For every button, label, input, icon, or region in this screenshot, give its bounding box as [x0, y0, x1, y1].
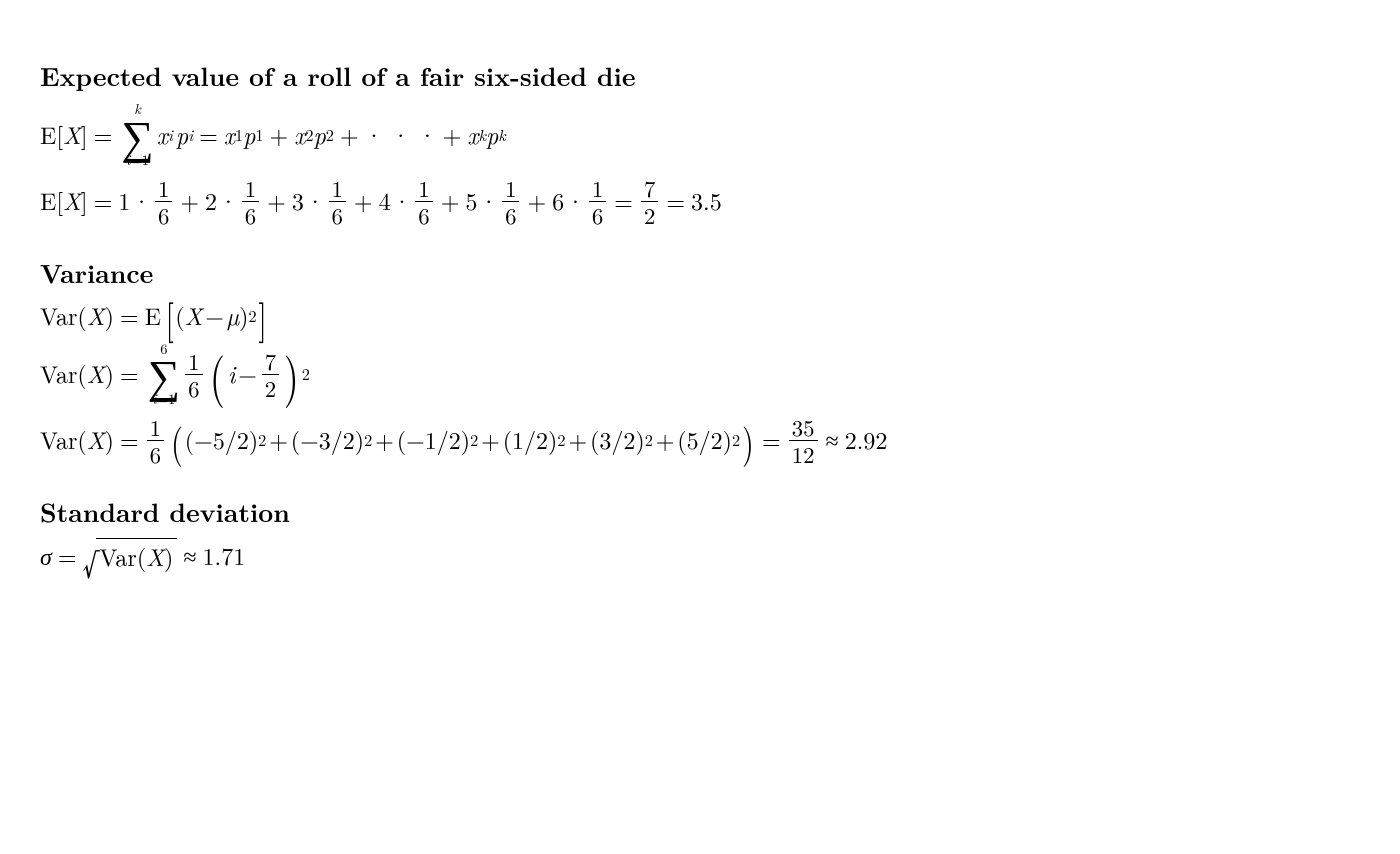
equals: =	[94, 118, 113, 152]
lbracket-big: [	[165, 299, 174, 334]
fraction: 16	[155, 176, 172, 227]
eq-variance-computation: Var(X) = 16 ( (−5/2)2 + (−3/2)2 + (−1/2)…	[40, 415, 1360, 466]
sqrt-icon: √ Var(X)	[83, 538, 178, 574]
lbracket: [	[56, 118, 63, 152]
sum-icon: 6 ∑ i=1	[148, 342, 181, 407]
rbracket-big: ]	[258, 299, 267, 334]
dots: · · ·	[365, 118, 437, 152]
section-title-stddev: Standard deviation	[40, 494, 1360, 530]
eq-expected-value-definition: E[X] = k ∑ i=1 xipi = x1p1 + x2p2 + · · …	[40, 102, 1360, 167]
eq-expected-value-computation: E[X] = 1· 16 + 2· 16 + 3· 16 + 4· 16 + 5…	[40, 176, 1360, 227]
section-title-variance: Variance	[40, 255, 1360, 291]
lparen-big: (	[210, 352, 225, 397]
eq-variance-definition: Var(X) = E [ (X−µ)2 ]	[40, 299, 1360, 334]
sum-icon: k ∑ i=1	[121, 102, 154, 167]
var-X: X	[63, 118, 81, 152]
eq-stddev: σ = √ Var(X) ≈ 1.71	[40, 538, 1360, 574]
rparen-big: )	[284, 352, 299, 397]
operator-E: E	[40, 118, 56, 152]
eq-variance-sum: Var(X) = 6 ∑ i=1 16 ( i− 72 ) 2	[40, 342, 1360, 407]
sigma: σ	[40, 539, 52, 573]
rbracket: ]	[81, 118, 88, 152]
section-title-expected-value: Expected value of a roll of a fair six-s…	[40, 58, 1360, 94]
